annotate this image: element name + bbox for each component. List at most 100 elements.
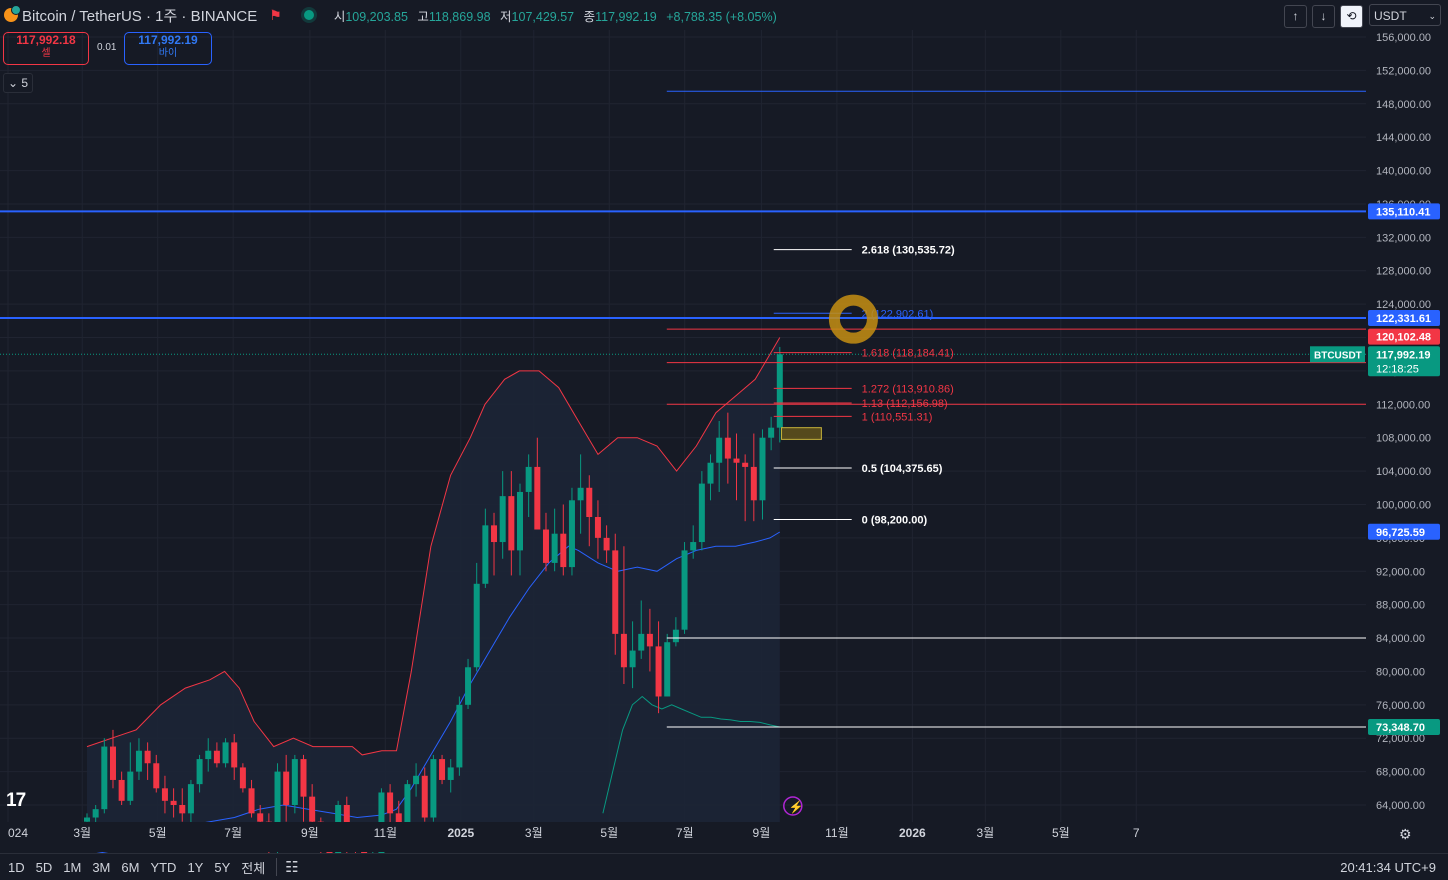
candle-body (135, 750, 142, 772)
time-axis-tick: 7 (1133, 826, 1140, 840)
price-label-bg (1368, 328, 1440, 345)
candle-body (395, 813, 402, 826)
range-1y[interactable]: 1Y (187, 859, 204, 875)
candle-body (118, 779, 125, 801)
candle-body (404, 784, 411, 826)
range-1m[interactable]: 1M (63, 859, 82, 875)
gear-icon: ⚙ (1399, 826, 1412, 842)
band-fill (87, 337, 780, 822)
range-1d[interactable]: 1D (8, 859, 25, 875)
high-key: 고 (417, 9, 429, 24)
candle-body (387, 792, 394, 814)
change-value: +8,788.35 (+8.05%) (666, 9, 777, 24)
calendar-icon[interactable]: ☷ (285, 859, 299, 876)
candle-body (430, 759, 437, 818)
candle-body (291, 759, 298, 805)
candle-body (439, 759, 446, 780)
price-label-text: 96,725.59 (1376, 527, 1425, 539)
scroll-up-button[interactable]: ↑ (1284, 5, 1307, 28)
buy-button[interactable]: 117,992.19 바이 (124, 32, 212, 65)
candle-body (239, 767, 246, 789)
circle-annotation (828, 294, 878, 344)
candle-body (525, 466, 532, 492)
flag-icon[interactable]: ⚑ (269, 6, 282, 23)
candle-body (491, 525, 498, 543)
high-value: 118,869.98 (428, 9, 491, 24)
candle-body (646, 633, 653, 647)
candle-body (473, 583, 480, 668)
price-axis-tick: 88,000.00 (1376, 600, 1425, 612)
price-label-text: 120,102.48 (1376, 332, 1431, 344)
price-label-text: 73,348.70 (1376, 722, 1425, 734)
price-axis-tick: 132,000.00 (1376, 232, 1431, 244)
clock[interactable]: 20:41:34 UTC+9 (1340, 860, 1436, 875)
indicators-toggle[interactable]: ⌄ 5 (3, 73, 33, 93)
refresh-button[interactable]: ⟲ (1340, 5, 1363, 28)
candle-body (421, 775, 428, 818)
candle-body (248, 788, 255, 814)
candle-body (231, 742, 238, 768)
time-axis-tick: 11월 (374, 826, 398, 840)
candle-body (534, 466, 541, 530)
fib-level-label: 0.5 (104,375.65) (862, 463, 943, 475)
candle-body (620, 633, 627, 668)
time-axis-bg (0, 822, 1448, 852)
lightning-icon: ⚡ (789, 800, 804, 814)
range-6m[interactable]: 6M (121, 859, 140, 875)
candle-body (750, 466, 757, 501)
time-axis-tick: 7월 (224, 826, 242, 840)
last-price-bg (1368, 346, 1440, 377)
divider (276, 858, 278, 876)
price-axis-tick: 100,000.00 (1376, 499, 1431, 511)
price-axis-tick: 92,000.00 (1376, 566, 1425, 578)
symbol-label[interactable]: Bitcoin / TetherUS · 1주 · BINANCE (22, 7, 258, 25)
candle-body (109, 746, 116, 780)
scroll-down-button[interactable]: ↓ (1312, 5, 1335, 28)
time-axis-tick: 2026 (899, 826, 926, 840)
sell-button[interactable]: 117,992.18 셀 (3, 32, 89, 65)
candle-body (508, 496, 515, 551)
time-axis-tick: 3월 (525, 826, 543, 840)
buy-label: 바이 (158, 48, 178, 59)
range-5y[interactable]: 5Y (214, 859, 231, 875)
price-axis-tick: 140,000.00 (1376, 166, 1431, 178)
highlight-box (781, 427, 822, 440)
candle-body (594, 517, 601, 538)
candle-body (681, 550, 688, 630)
close-value: 117,992.19 (595, 9, 657, 24)
price-axis-tick: 128,000.00 (1376, 266, 1431, 278)
time-axis-tick: 3월 (976, 826, 994, 840)
price-axis-tick: 72,000.00 (1376, 733, 1425, 745)
sell-price: 117,992.18 (16, 33, 76, 47)
range-3m[interactable]: 3M (92, 859, 111, 875)
candle-body (742, 462, 749, 467)
candle-body (776, 354, 783, 428)
currency-select[interactable]: USDT ⌄ (1369, 4, 1441, 26)
candle-body (213, 750, 220, 764)
market-status-icon[interactable] (303, 10, 314, 20)
candle-body (542, 529, 549, 563)
time-axis-tick: 7월 (676, 826, 694, 840)
fib-level-label: 1 (110,551.31) (862, 411, 933, 423)
price-axis-tick: 84,000.00 (1376, 633, 1425, 645)
candle-body (759, 437, 766, 501)
price-axis-bg (1366, 30, 1448, 822)
price-label-bg (1368, 718, 1440, 735)
candle-body (127, 771, 134, 801)
candle-body (456, 704, 463, 768)
price-label-bg (1368, 310, 1440, 327)
close-key: 종 (583, 9, 596, 24)
currency-value: USDT (1374, 9, 1407, 23)
candle-body (92, 809, 99, 818)
range-all[interactable]: 전체 (241, 860, 266, 876)
range-ytd[interactable]: YTD (150, 859, 177, 875)
time-axis-tick: 11월 (825, 826, 849, 840)
candle-body (187, 784, 194, 814)
event-icon (783, 796, 803, 816)
candle-body (309, 796, 316, 822)
candle-body (170, 800, 177, 805)
range-5d[interactable]: 5D (35, 859, 53, 875)
fib-level-label: 1.13 (112,156.98) (862, 398, 948, 410)
time-axis-tick: 024 (8, 826, 28, 840)
